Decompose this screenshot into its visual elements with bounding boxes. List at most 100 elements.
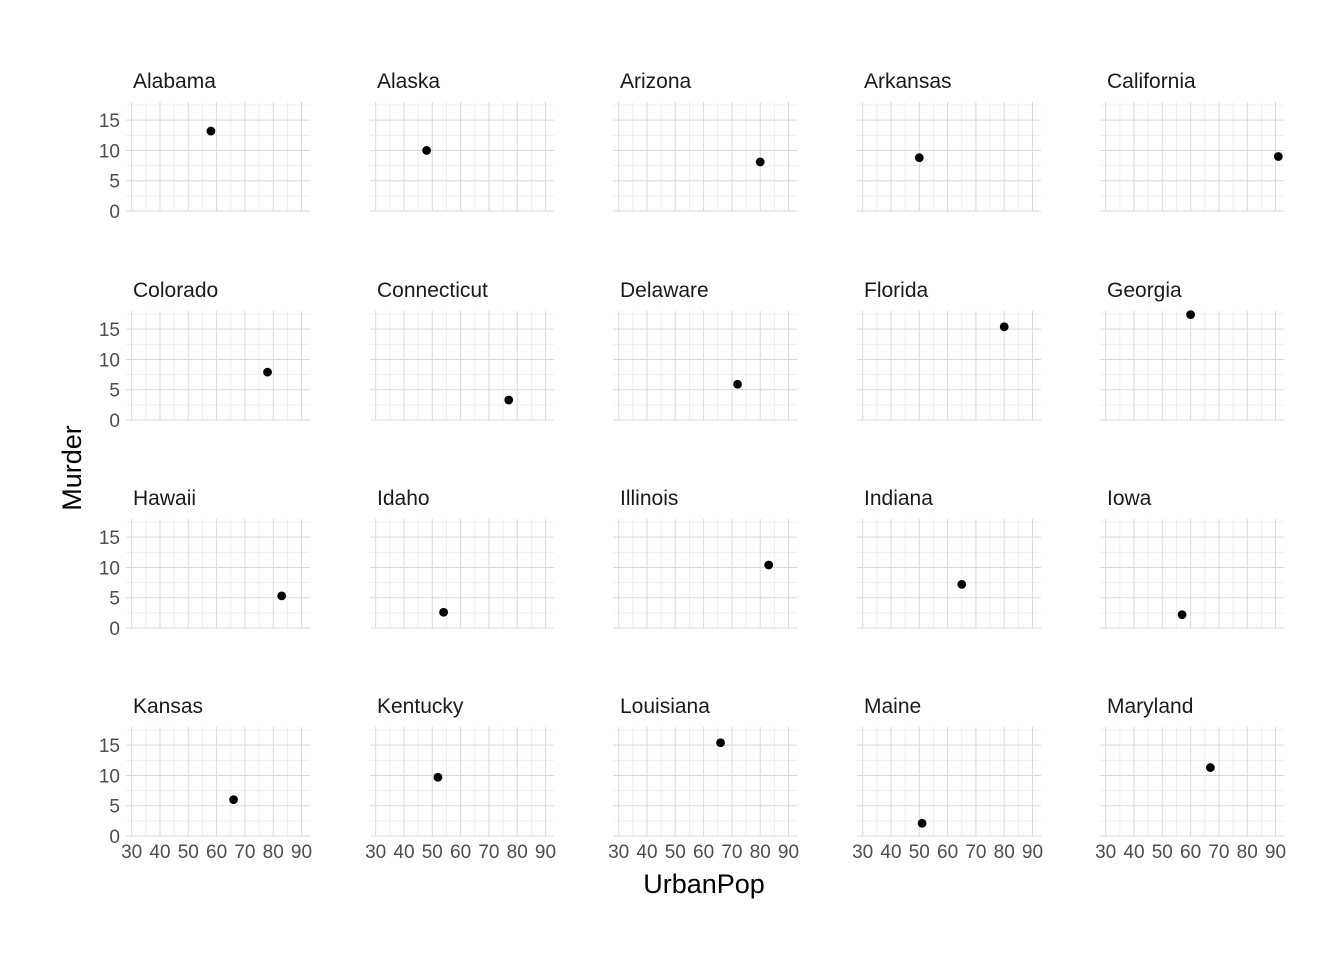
facet-panel: Indiana [857,487,1041,629]
facet-panel: Georgia [1100,279,1284,421]
facet-panel: Connecticut [370,279,554,421]
facet-panel: Maryland 30 40 50 60 70 80 90 [1095,695,1286,863]
x-tick-label: 60 [1180,842,1201,863]
x-tick-label: 80 [1237,842,1258,863]
facet-title: Colorado [133,279,218,302]
facet-title: Louisiana [620,695,710,718]
data-point [504,395,514,405]
x-tick-label: 30 [1095,842,1116,863]
y-tick-label: 0 [109,411,120,432]
facet-panel: Kentucky 30 40 50 60 70 80 90 [365,695,556,863]
x-tick-label: 80 [263,842,284,863]
facet-title: Kentucky [377,695,464,718]
data-point [206,126,216,136]
facet-panel: Alaska [370,70,554,212]
facet-panel: Kansas 0 5 10 15 30 40 50 60 70 80 90 [99,695,312,863]
x-tick-label: 50 [909,842,930,863]
facet-panel: Hawaii 0 5 10 15 [99,487,310,640]
facet-title: Connecticut [377,279,488,302]
x-tick-label: 30 [121,842,142,863]
data-point [1177,610,1187,620]
facet-title: Arkansas [864,70,952,93]
x-tick-label: 70 [965,842,986,863]
y-tick-label: 0 [109,202,120,223]
x-tick-label: 80 [994,842,1015,863]
data-point [1186,310,1195,320]
data-point [957,580,967,589]
facet-panel: Louisiana 30 40 50 60 70 80 90 [608,695,799,863]
x-axis-title: UrbanPop [643,869,765,899]
x-tick-label: 70 [234,842,255,863]
facet-title: Florida [864,279,929,302]
x-tick-label: 90 [778,842,799,863]
facet-panel: Iowa [1100,487,1284,629]
facet-title: Idaho [377,487,430,510]
y-tick-label: 15 [99,528,120,549]
x-tick-label: 30 [852,842,873,863]
facet-title: Kansas [133,695,203,718]
x-tick-label: 40 [1123,842,1144,863]
data-point [1206,763,1215,772]
data-point [914,153,924,163]
facet-title: Alaska [377,70,440,93]
x-tick-label: 90 [1022,842,1043,863]
y-tick-label: 10 [99,558,120,579]
x-tick-label: 50 [1152,842,1173,863]
y-tick-label: 15 [99,736,120,757]
facet-panel: Maine 30 40 50 60 70 80 90 [852,695,1043,863]
facet-title: Georgia [1107,279,1182,302]
facet-panel: California [1100,70,1284,212]
x-tick-label: 50 [178,842,199,863]
y-tick-label: 5 [109,797,120,818]
data-point [999,322,1009,332]
x-tick-label: 30 [365,842,386,863]
y-axis-title: Murder [57,425,87,511]
x-tick-label: 40 [880,842,901,863]
y-tick-label: 10 [99,766,120,787]
facet-title: Alabama [133,70,216,93]
x-tick-label: 40 [393,842,414,863]
data-point [439,607,448,617]
facet-title: Maine [864,695,921,718]
data-point [716,738,725,748]
facet-title: Hawaii [133,487,196,510]
x-tick-label: 90 [291,842,312,863]
data-point [422,146,432,155]
y-tick-label: 10 [99,141,120,162]
y-tick-label: 15 [99,320,120,341]
facet-panel: Colorado 0 5 10 15 [99,279,310,432]
data-point [433,772,443,782]
facet-panel: Delaware [613,279,797,421]
x-tick-label: 70 [1208,842,1229,863]
x-tick-label: 70 [478,842,499,863]
y-tick-label: 5 [109,381,120,402]
facet-panel: Arizona [613,70,797,212]
x-tick-label: 90 [535,842,556,863]
facet-panel: Illinois [613,487,797,629]
data-point [229,795,238,805]
data-point [733,379,742,389]
x-tick-label: 90 [1265,842,1286,863]
x-tick-label: 40 [149,842,170,863]
y-tick-label: 0 [109,827,120,848]
x-tick-label: 80 [507,842,528,863]
data-point [263,367,272,377]
x-tick-label: 60 [450,842,471,863]
facet-panel: Idaho [370,487,554,629]
facet-title: Arizona [620,70,692,93]
x-tick-label: 70 [721,842,742,863]
facet-title: Indiana [864,487,933,510]
x-tick-label: 60 [937,842,958,863]
x-tick-label: 60 [693,842,714,863]
data-point [917,818,927,828]
x-tick-label: 40 [636,842,657,863]
x-tick-label: 30 [608,842,629,863]
y-tick-label: 5 [109,589,120,610]
facet-title: Illinois [620,487,678,510]
x-tick-label: 60 [206,842,227,863]
data-point [764,560,774,570]
data-point [755,157,765,167]
data-point [277,591,287,601]
facet-title: Delaware [620,279,709,302]
